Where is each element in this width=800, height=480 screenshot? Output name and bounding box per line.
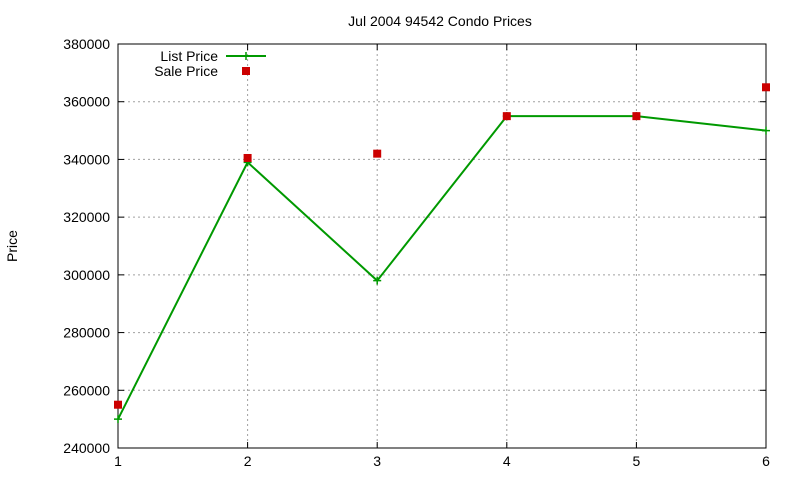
y-tick-label: 260000 [63,382,110,398]
legend-label-list-price: List Price [160,48,218,64]
y-tick-label: 320000 [63,209,110,225]
x-tick-label: 5 [633,453,641,469]
y-tick-label: 340000 [63,151,110,167]
sale-price-point [243,153,252,162]
y-tick-label: 240000 [63,440,110,456]
y-tick-label: 360000 [63,94,110,110]
y-tick-label: 300000 [63,267,110,283]
list-price-point [114,415,122,424]
plot-frame [117,43,767,449]
sale-price-point [762,83,770,92]
sale-price-point [502,112,511,121]
list-price-point [373,276,382,285]
legend-label-sale-price: Sale Price [154,63,218,79]
legend-swatch-sale-price [242,67,250,75]
x-tick-label: 2 [244,453,252,469]
list-price-point [762,126,770,135]
sale-price-point [373,149,382,158]
x-tick-label: 3 [373,453,381,469]
sale-price-point [632,112,641,121]
legend-marker-list-price [242,52,250,60]
x-tick-label: 6 [762,453,770,469]
chart-title: Jul 2004 94542 Condo Prices [348,13,532,29]
tick-layer: 240000 260000 280000 300000 320000 340000 3600… [63,36,770,469]
y-axis-label: Price [4,230,20,262]
grid-layer [118,44,766,448]
x-tick-label: 1 [114,453,122,469]
sale-price-point [114,400,122,409]
y-tick-label: 280000 [63,325,110,341]
x-tick-label: 4 [503,453,511,469]
y-tick-label: 380000 [63,36,110,52]
list-price-line [117,115,767,420]
series-layer [114,83,770,424]
